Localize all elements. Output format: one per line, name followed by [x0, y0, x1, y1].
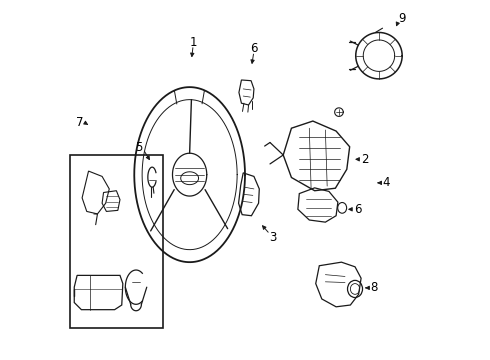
- Text: 2: 2: [361, 153, 368, 166]
- Text: 9: 9: [398, 12, 406, 25]
- Bar: [70, 155, 163, 328]
- Text: 6: 6: [354, 203, 361, 216]
- Text: 6: 6: [250, 42, 258, 55]
- Text: 1: 1: [190, 36, 197, 49]
- Text: 4: 4: [382, 176, 390, 189]
- Text: 7: 7: [76, 116, 84, 129]
- Text: 8: 8: [370, 282, 378, 294]
- Text: 5: 5: [135, 141, 143, 154]
- Text: 3: 3: [269, 231, 276, 244]
